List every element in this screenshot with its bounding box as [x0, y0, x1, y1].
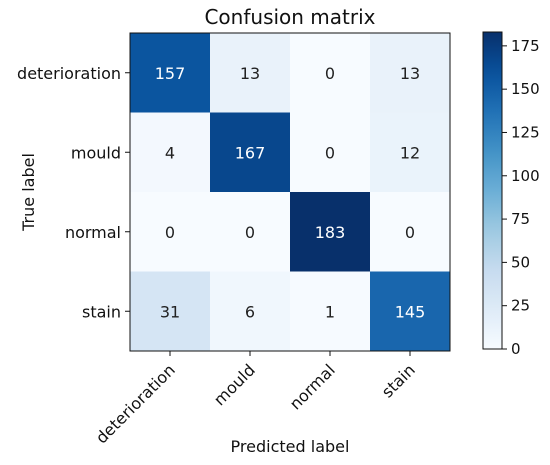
x-tick-label: mould — [210, 360, 259, 409]
cell-value-label: 31 — [160, 302, 180, 321]
heatmap-cell — [370, 112, 451, 193]
cell-value-label: 4 — [165, 143, 175, 162]
colorbar-tick-label: 150 — [511, 80, 540, 98]
x-tick-label: normal — [286, 360, 339, 413]
cell-value-label: 145 — [395, 302, 426, 321]
y-tick-label: normal — [65, 223, 121, 242]
heatmap-cell — [290, 112, 371, 193]
x-axis-label: Predicted label — [231, 437, 350, 456]
cell-value-label: 0 — [245, 223, 255, 242]
cell-value-label: 0 — [325, 143, 335, 162]
heatmap-cell — [370, 192, 451, 272]
chart-title: Confusion matrix — [204, 5, 375, 29]
colorbar-ticks: 0 25 50 75 100 125 150 175 — [502, 37, 540, 358]
y-axis-ticks: deterioration mould normal stain — [17, 64, 130, 321]
cell-value-label: 12 — [400, 143, 420, 162]
colorbar-tick-label: 50 — [511, 253, 530, 271]
heatmap-cell — [290, 192, 371, 272]
cell-value-label: 157 — [155, 64, 186, 83]
colorbar-tick-label: 125 — [511, 123, 540, 141]
cell-value-label: 1 — [325, 302, 335, 321]
x-tick-label: deterioration — [92, 360, 179, 447]
cell-value-label: 167 — [235, 143, 266, 162]
colorbar-tick-label: 175 — [511, 37, 540, 55]
colorbar-tick-label: 75 — [511, 210, 530, 228]
x-tick-label: stain — [378, 360, 419, 401]
heatmap-cell — [290, 33, 371, 113]
y-tick-label: stain — [82, 302, 121, 321]
y-axis-label: True label — [19, 153, 38, 232]
cell-value-label: 13 — [400, 64, 420, 83]
cell-value-label: 13 — [240, 64, 260, 83]
heatmap-cell — [130, 192, 211, 272]
heatmap-cell — [130, 112, 211, 193]
heatmap-cell — [210, 192, 291, 272]
colorbar-tick-label: 100 — [511, 167, 540, 185]
x-axis-ticks: deterioration mould normal stain — [92, 351, 419, 447]
cell-value-label: 183 — [315, 223, 346, 242]
cell-value-labels: 157 13 0 13 4 167 0 12 0 0 183 0 31 6 1 145 — [155, 64, 426, 322]
heatmap-cell — [210, 112, 291, 193]
heatmap-cell — [130, 271, 211, 352]
y-tick-label: deterioration — [17, 64, 121, 83]
plot-frame — [129, 32, 451, 352]
heatmap-cell — [290, 271, 371, 352]
heatmap-cell — [210, 33, 291, 113]
y-tick-label: mould — [71, 143, 121, 162]
colorbar-tick-label: 25 — [511, 297, 530, 315]
cell-value-label: 0 — [325, 64, 335, 83]
heatmap-cells — [130, 33, 451, 352]
heatmap-cell — [210, 271, 291, 352]
heatmap-cell — [370, 271, 451, 352]
cell-value-label: 6 — [245, 302, 255, 321]
colorbar — [482, 31, 503, 350]
cell-value-label: 0 — [405, 223, 415, 242]
heatmap-cell — [370, 33, 451, 113]
heatmap-cell — [130, 33, 211, 113]
cell-value-label: 0 — [165, 223, 175, 242]
colorbar-tick-label: 0 — [511, 340, 521, 358]
